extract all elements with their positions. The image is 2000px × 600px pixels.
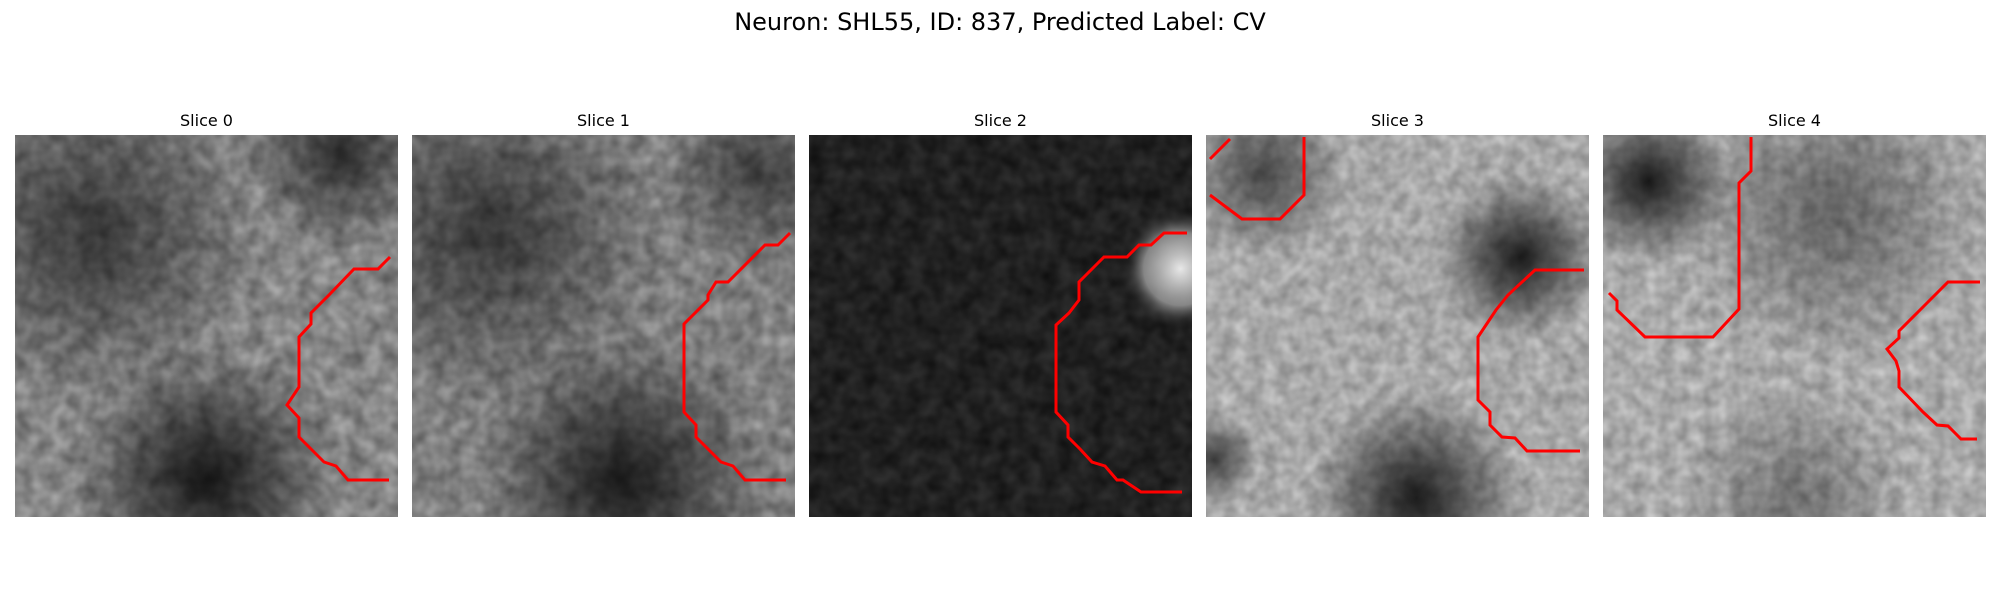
contour-line-0 — [285, 255, 392, 482]
figure-title: Neuron: SHL55, ID: 837, Predicted Label:… — [734, 8, 1266, 36]
slice-title-4: Slice 4 — [1768, 111, 1821, 130]
slice-image-2 — [809, 135, 1192, 517]
slice-title-3: Slice 3 — [1371, 111, 1424, 130]
slice-image-4 — [1603, 135, 1986, 517]
slice-title-2: Slice 2 — [974, 111, 1027, 130]
slice-image-1 — [412, 135, 795, 517]
slice-image-0 — [15, 135, 398, 517]
contour-line-4b — [1884, 280, 1980, 441]
slice-title-1: Slice 1 — [577, 111, 630, 130]
contour-line-3a — [1208, 137, 1232, 161]
contour-line-3c — [1476, 268, 1584, 453]
slice-panel-3: Slice 3 — [1206, 110, 1589, 517]
contour-line-4a — [1607, 137, 1753, 339]
slice-panel-0: Slice 0 — [15, 110, 398, 517]
contour-line-2 — [1054, 231, 1187, 494]
slice-panel-1: Slice 1 — [412, 110, 795, 517]
slice-title-0: Slice 0 — [180, 111, 233, 130]
contour-line-3b — [1209, 137, 1306, 221]
slice-panel-2: Slice 2 — [809, 110, 1192, 517]
contour-line-1 — [682, 231, 792, 482]
slice-image-3 — [1206, 135, 1589, 517]
slice-panel-4: Slice 4 — [1603, 110, 1986, 517]
